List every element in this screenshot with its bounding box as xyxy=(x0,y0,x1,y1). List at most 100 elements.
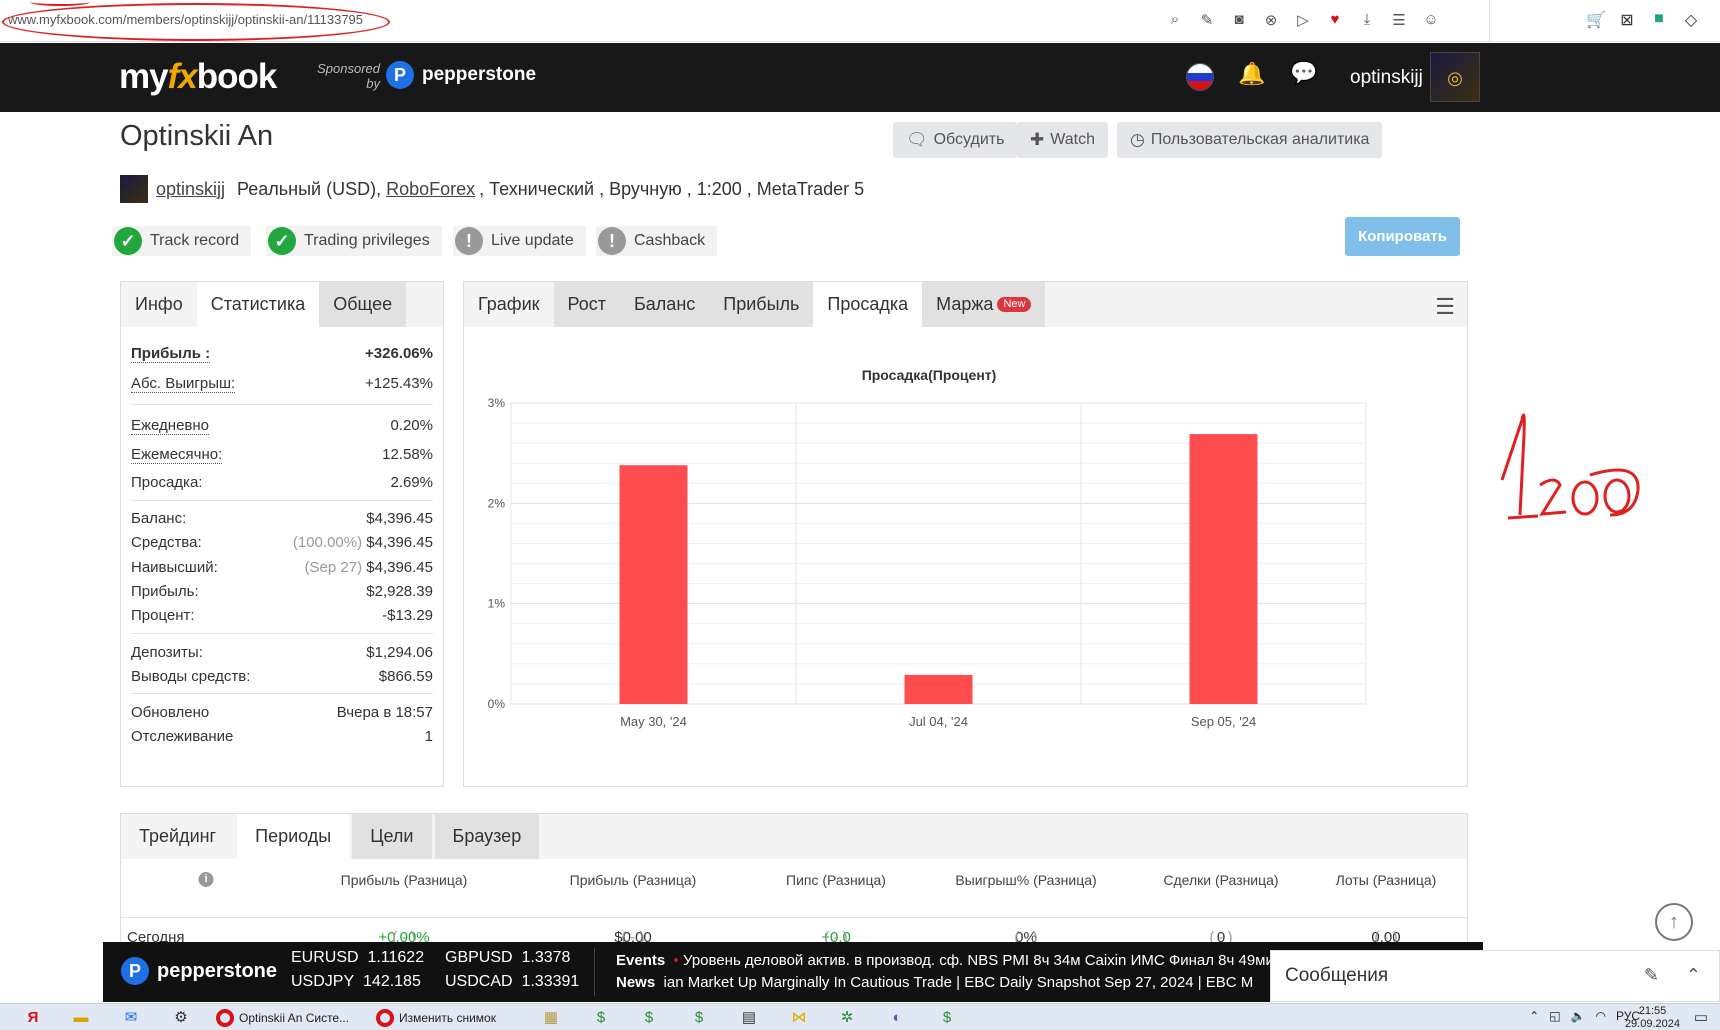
app-icon[interactable]: $ xyxy=(596,1009,606,1026)
search-icon[interactable]: ⌕ xyxy=(1170,11,1180,28)
folder-icon[interactable]: ▬ xyxy=(73,1009,89,1026)
user-link[interactable]: optinskijj xyxy=(156,178,226,199)
app-icon[interactable]: ⋈ xyxy=(791,1009,807,1026)
stat-updated: Обновлено Вчера в 18:57 xyxy=(131,704,433,721)
tab-periods[interactable]: Периоды xyxy=(237,814,350,859)
app-icon[interactable]: ◐ xyxy=(892,1009,902,1026)
divider xyxy=(131,693,433,694)
tab-drawdown[interactable]: Просадка xyxy=(813,282,923,327)
app-icon[interactable]: $ xyxy=(694,1009,704,1026)
cart-icon[interactable]: 🛒 xyxy=(1586,12,1606,29)
shield-icon[interactable]: ⊗ xyxy=(1264,12,1278,29)
notifications-icon[interactable]: ▭ xyxy=(1693,1009,1709,1026)
stat-drawdown: Просадка: 2.69% xyxy=(131,474,433,491)
events-line[interactable]: Events • Уровень деловой актив. в произв… xyxy=(616,952,1274,969)
heart-icon[interactable]: ♥ xyxy=(1330,11,1340,28)
chat-icon[interactable]: 💬 xyxy=(1290,60,1318,85)
pepperstone-logo[interactable]: P pepperstone xyxy=(386,61,536,89)
tab-balance[interactable]: Баланс xyxy=(619,282,710,327)
language-indicator[interactable]: РУС xyxy=(1615,1009,1640,1023)
x-tick-label: Sep 05, '24 xyxy=(1191,714,1256,729)
tab-graph[interactable]: График xyxy=(478,294,540,314)
column-header[interactable]: Прибыль (Разница) xyxy=(340,872,468,888)
windows-taskbar: Я ▬ ✉ ⚙ Optinskii An Систе... Изменить с… xyxy=(0,1003,1720,1030)
chart-tabs: График Рост Баланс Прибыль Просадка Марж… xyxy=(464,282,1467,327)
chevron-up-icon[interactable]: ⌃ xyxy=(1529,1009,1540,1023)
stat-profit-usd: Прибыль: $2,928.39 xyxy=(131,583,433,600)
taskbar-app-opera-2[interactable]: Изменить снимок xyxy=(376,1007,496,1029)
download-icon[interactable]: ⤓ xyxy=(1363,11,1371,28)
badge-cashback[interactable]: ! Cashback xyxy=(596,226,718,256)
avatar[interactable]: ◎ xyxy=(1430,52,1480,102)
yandex-icon[interactable]: Я xyxy=(27,1009,39,1026)
ticker-pair: USDCAD 1.33391 xyxy=(445,973,580,990)
profile-icon[interactable]: ☺ xyxy=(1423,11,1439,28)
stats-tabs: Инфо Статистика Общее xyxy=(121,282,443,327)
stat-equity: Средства: (100.00%) $4,396.45 xyxy=(131,534,433,551)
pepperstone-icon: P xyxy=(386,61,414,89)
taskbar-app-opera[interactable]: Optinskii An Систе... xyxy=(216,1007,349,1029)
app-icon[interactable]: ✲ xyxy=(840,1009,854,1026)
app-icon[interactable]: $ xyxy=(942,1009,952,1026)
badge-live-update[interactable]: ! Live update xyxy=(453,226,586,256)
cube-icon[interactable]: ◇ xyxy=(1684,12,1698,29)
chart-settings-icon[interactable]: ☰ xyxy=(1435,294,1455,319)
extension-green-icon[interactable]: ■ xyxy=(1654,10,1664,27)
analytics-button[interactable]: ◷ Пользовательская аналитика xyxy=(1117,122,1383,158)
tab-trading[interactable]: Трейдинг xyxy=(139,826,217,846)
chevron-up-icon[interactable]: ⌃ xyxy=(1685,965,1701,985)
app-icon[interactable]: $ xyxy=(644,1009,654,1026)
menu-icon[interactable]: ☰ xyxy=(1392,12,1406,29)
column-header[interactable]: Выигрыш% (Разница) xyxy=(955,872,1097,888)
settings-icon[interactable]: ⚙ xyxy=(174,1009,188,1026)
y-tick-label: 1% xyxy=(488,597,506,611)
extension-x-icon[interactable]: ⊠ xyxy=(1620,12,1634,29)
compose-icon[interactable]: ✎ xyxy=(1643,965,1659,985)
discuss-button[interactable]: 🗨 Обсудить xyxy=(893,122,1018,158)
plus-icon: ✚ xyxy=(1030,130,1045,149)
tab-growth[interactable]: Рост xyxy=(553,282,620,327)
clock[interactable]: 21:55 29.09.2024 xyxy=(1624,1005,1680,1030)
url-highlight-circle xyxy=(2,3,390,41)
browser-address-bar: www.myfxbook.com/members/optinskijj/opti… xyxy=(0,0,1720,42)
messages-widget[interactable]: Сообщения ✎ ⌃ xyxy=(1270,950,1720,1002)
bar xyxy=(904,674,973,704)
calculator-icon[interactable]: ▤ xyxy=(741,1009,757,1026)
tab-info[interactable]: Инфо xyxy=(135,294,183,314)
x-tick-label: Jul 04, '24 xyxy=(909,714,968,729)
edit-icon[interactable]: ✎ xyxy=(1200,12,1214,29)
column-header[interactable]: Прибыль (Разница) xyxy=(569,872,697,888)
badge-track-record[interactable]: ✓ Track record xyxy=(112,226,252,256)
tab-general[interactable]: Общее xyxy=(319,282,407,327)
column-header[interactable]: Лоты (Разница) xyxy=(1335,872,1437,888)
play-icon[interactable]: ▷ xyxy=(1297,12,1309,29)
app-icon[interactable]: ▦ xyxy=(543,1009,559,1026)
network-icon[interactable]: ◱ xyxy=(1549,1009,1561,1023)
tab-goals[interactable]: Цели xyxy=(352,814,432,859)
badge-trading-privileges[interactable]: ✓ Trading privileges xyxy=(266,226,442,256)
table-header: i Прибыль (Разница) Прибыль (Разница) Пи… xyxy=(121,872,1467,894)
wifi-icon[interactable]: ◠ xyxy=(1595,1009,1606,1023)
copy-button[interactable]: Копировать xyxy=(1345,217,1460,256)
account-details: , Технический , Вручную , 1:200 , MetaTr… xyxy=(479,178,865,199)
tab-profit[interactable]: Прибыль xyxy=(709,282,814,327)
column-header[interactable]: Сделки (Разница) xyxy=(1163,872,1279,888)
header-username[interactable]: optinskijj xyxy=(1350,67,1423,88)
comment-icon: 🗨 xyxy=(906,130,928,149)
camera-icon[interactable]: ◙ xyxy=(1234,11,1244,28)
account-info-line: optinskijj Реальный (USD), RoboForex , Т… xyxy=(120,175,864,203)
scroll-to-top-button[interactable]: ↑ xyxy=(1655,903,1693,941)
myfxbook-logo[interactable]: myfxbook xyxy=(119,57,277,96)
mail-icon[interactable]: ✉ xyxy=(124,1009,138,1026)
tab-browser[interactable]: Браузер xyxy=(434,814,540,859)
column-header[interactable]: Пипс (Разница) xyxy=(786,872,886,888)
broker-link[interactable]: RoboForex xyxy=(386,178,476,199)
bell-icon[interactable]: 🔔 xyxy=(1238,61,1266,86)
tab-margin[interactable]: Маржа New xyxy=(922,282,1046,327)
volume-icon[interactable]: 🔈 xyxy=(1570,1009,1586,1023)
russia-flag-icon[interactable] xyxy=(1186,63,1214,91)
tab-statistics[interactable]: Статистика xyxy=(196,282,320,327)
watch-button[interactable]: ✚ Watch xyxy=(1017,122,1108,158)
news-line[interactable]: News ian Market Up Marginally In Cautiou… xyxy=(616,974,1254,991)
